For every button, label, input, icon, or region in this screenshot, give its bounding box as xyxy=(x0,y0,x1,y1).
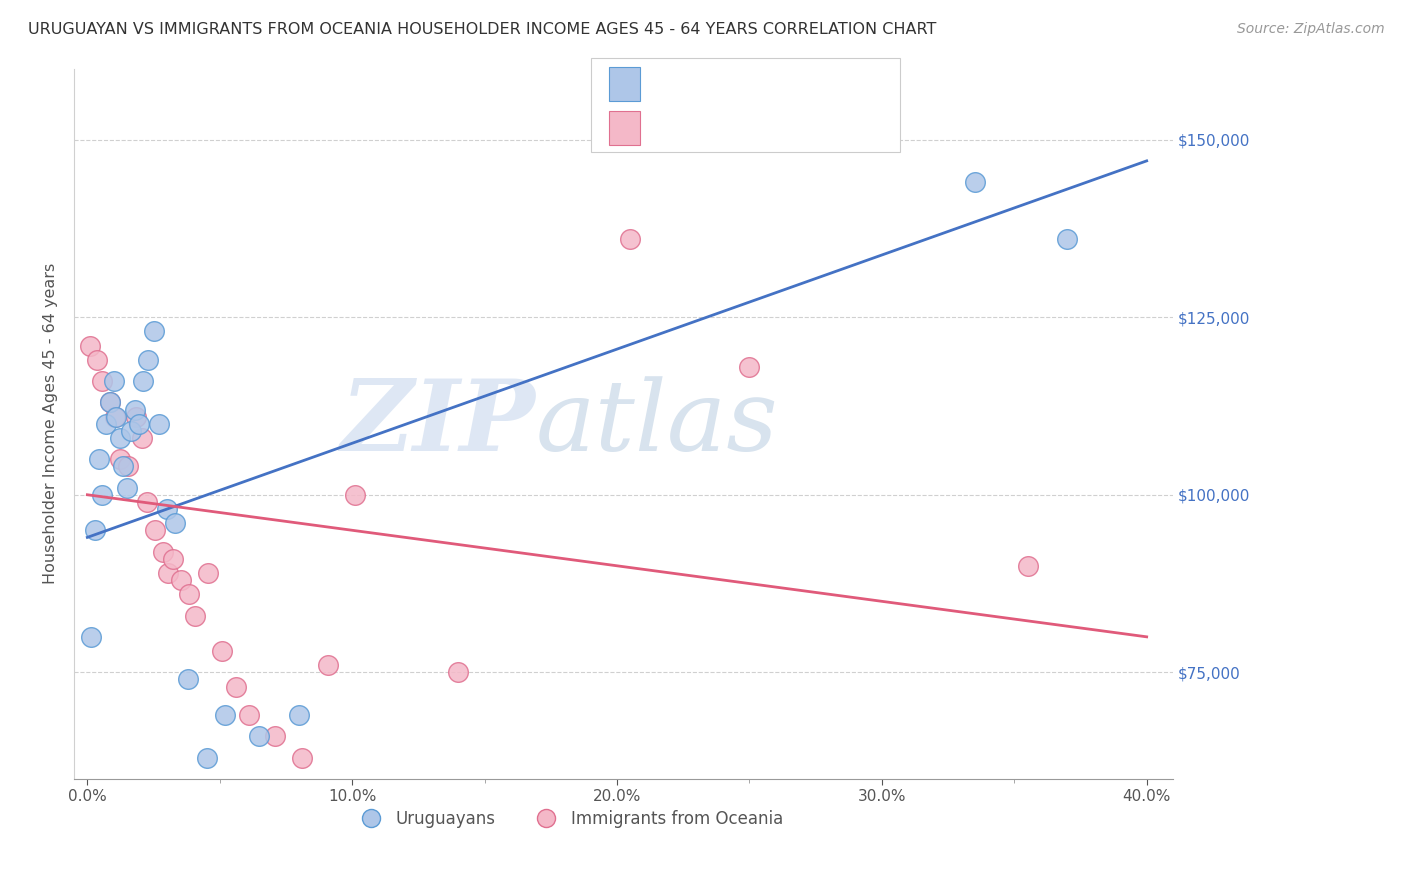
Point xyxy=(115,481,138,495)
Text: R = 0.400: R = 0.400 xyxy=(658,75,763,94)
Text: N = 27: N = 27 xyxy=(799,75,872,94)
Text: N = 29: N = 29 xyxy=(799,119,872,137)
Point xyxy=(98,395,121,409)
Point xyxy=(94,417,117,431)
Point xyxy=(131,431,153,445)
Point xyxy=(197,566,219,580)
Point xyxy=(104,409,127,424)
Point xyxy=(112,459,135,474)
Point xyxy=(120,424,142,438)
Point xyxy=(1017,558,1039,573)
Point xyxy=(963,175,986,189)
Point xyxy=(148,417,170,431)
Point xyxy=(163,516,186,531)
Point xyxy=(162,551,184,566)
Point xyxy=(619,232,641,246)
Point xyxy=(117,459,139,474)
Point xyxy=(135,495,157,509)
Point xyxy=(157,566,180,580)
Point xyxy=(142,324,165,338)
Point xyxy=(103,374,125,388)
Point xyxy=(110,431,132,445)
Point xyxy=(195,750,218,764)
Point xyxy=(214,708,236,723)
Point xyxy=(132,374,155,388)
Point xyxy=(225,680,247,694)
Point xyxy=(98,395,121,409)
Point xyxy=(291,750,314,764)
Point xyxy=(128,417,150,431)
Point xyxy=(90,374,112,388)
Point xyxy=(288,708,311,723)
Point xyxy=(124,402,146,417)
Point xyxy=(264,729,287,743)
Point xyxy=(152,544,174,558)
Point xyxy=(249,729,271,743)
Point xyxy=(143,523,166,537)
Point xyxy=(105,409,128,424)
Point xyxy=(179,587,201,601)
Text: ZIP: ZIP xyxy=(340,376,536,472)
Point xyxy=(1056,232,1078,246)
Text: atlas: atlas xyxy=(536,376,779,471)
Point xyxy=(156,502,179,516)
Point xyxy=(211,644,233,658)
Point xyxy=(238,708,260,723)
Point xyxy=(318,658,340,673)
Point xyxy=(89,452,111,467)
Y-axis label: Householder Income Ages 45 - 64 years: Householder Income Ages 45 - 64 years xyxy=(44,263,58,584)
Legend: Uruguayans, Immigrants from Oceania: Uruguayans, Immigrants from Oceania xyxy=(347,803,790,835)
Text: URUGUAYAN VS IMMIGRANTS FROM OCEANIA HOUSEHOLDER INCOME AGES 45 - 64 YEARS CORRE: URUGUAYAN VS IMMIGRANTS FROM OCEANIA HOU… xyxy=(28,22,936,37)
Point xyxy=(343,488,366,502)
Point xyxy=(79,338,101,352)
Point xyxy=(447,665,470,680)
Point xyxy=(84,523,107,537)
Text: Source: ZipAtlas.com: Source: ZipAtlas.com xyxy=(1237,22,1385,37)
Point xyxy=(90,488,112,502)
Point xyxy=(183,608,205,623)
Point xyxy=(136,352,159,367)
Point xyxy=(80,630,103,644)
Point xyxy=(738,359,761,374)
Point xyxy=(177,673,200,687)
Point xyxy=(110,452,132,467)
Point xyxy=(170,573,193,587)
Point xyxy=(125,409,148,424)
Text: R = -0.127: R = -0.127 xyxy=(658,119,772,137)
Point xyxy=(86,352,108,367)
